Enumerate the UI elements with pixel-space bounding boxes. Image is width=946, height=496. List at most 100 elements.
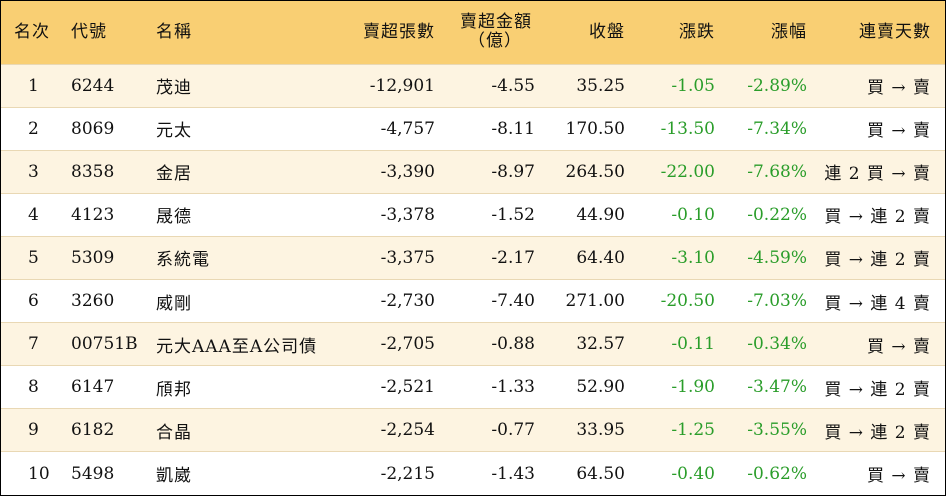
cell-lots: -2,705 bbox=[380, 334, 435, 355]
cell-change-pct: -0.62% bbox=[747, 463, 807, 484]
cell-change-pct: -7.68% bbox=[747, 161, 807, 182]
table-header-row: 名次 代號 名稱 賣超張數 賣超金額 （億） 收盤 漲跌 漲幅 連賣天數 bbox=[1, 1, 945, 64]
cell-change-pct: -4.59% bbox=[747, 247, 807, 268]
cell-change: -3.10 bbox=[671, 247, 715, 268]
cell-consecutive-days: 買 → 連 2 賣 bbox=[824, 250, 931, 271]
cell-lots: -3,390 bbox=[380, 161, 435, 182]
cell-name: 頎邦 bbox=[156, 379, 192, 400]
cell-change: -1.90 bbox=[671, 377, 715, 398]
cell-change: -1.25 bbox=[671, 420, 715, 441]
header-net-sell-amount-line2: （億） bbox=[468, 31, 522, 52]
table-row: 10 5498 凱崴 -2,215 -1.43 64.50 -0.40 -0.6… bbox=[1, 451, 945, 495]
cell-name: 金居 bbox=[156, 164, 192, 185]
cell-close: 33.95 bbox=[576, 420, 625, 441]
cell-code: 6244 bbox=[71, 75, 115, 96]
cell-close: 271.00 bbox=[565, 291, 625, 312]
header-change: 漲跌 bbox=[679, 21, 715, 42]
cell-change: -22.00 bbox=[660, 161, 715, 182]
cell-amount: -1.33 bbox=[491, 377, 535, 398]
cell-change-pct: -0.34% bbox=[747, 334, 807, 355]
cell-lots: -2,730 bbox=[380, 291, 435, 312]
cell-consecutive-days: 買 → 連 4 賣 bbox=[824, 293, 931, 314]
cell-name: 晟德 bbox=[156, 207, 192, 228]
cell-change: -13.50 bbox=[660, 118, 715, 139]
cell-code: 3260 bbox=[71, 291, 115, 312]
cell-close: 64.50 bbox=[576, 463, 625, 484]
cell-code: 00751B bbox=[71, 334, 138, 355]
cell-amount: -4.55 bbox=[491, 75, 535, 96]
cell-code: 6182 bbox=[71, 420, 115, 441]
cell-lots: -2,215 bbox=[380, 463, 435, 484]
cell-amount: -7.40 bbox=[491, 291, 535, 312]
cell-amount: -8.11 bbox=[491, 118, 535, 139]
cell-lots: -4,757 bbox=[380, 118, 435, 139]
table-row: 8 6147 頎邦 -2,521 -1.33 52.90 -1.90 -3.47… bbox=[1, 365, 945, 409]
cell-lots: -12,901 bbox=[369, 75, 435, 96]
cell-rank: 5 bbox=[28, 247, 39, 268]
cell-rank: 4 bbox=[28, 204, 39, 225]
cell-code: 8358 bbox=[71, 161, 115, 182]
cell-amount: -2.17 bbox=[491, 247, 535, 268]
cell-name: 元太 bbox=[156, 121, 192, 142]
cell-consecutive-days: 買 → 賣 bbox=[866, 78, 931, 99]
cell-code: 4123 bbox=[71, 204, 115, 225]
header-name: 名稱 bbox=[156, 21, 192, 42]
cell-code: 8069 bbox=[71, 118, 115, 139]
cell-rank: 3 bbox=[28, 161, 39, 182]
cell-name: 合晶 bbox=[156, 422, 192, 443]
cell-consecutive-days: 買 → 連 2 賣 bbox=[824, 422, 931, 443]
header-rank: 名次 bbox=[14, 21, 50, 42]
cell-close: 170.50 bbox=[565, 118, 625, 139]
cell-code: 6147 bbox=[71, 377, 115, 398]
cell-change: -20.50 bbox=[660, 291, 715, 312]
cell-close: 64.40 bbox=[576, 247, 625, 268]
table-row: 6 3260 威剛 -2,730 -7.40 271.00 -20.50 -7.… bbox=[1, 279, 945, 323]
table-row: 9 6182 合晶 -2,254 -0.77 33.95 -1.25 -3.55… bbox=[1, 408, 945, 452]
cell-change: -0.10 bbox=[671, 204, 715, 225]
header-net-sell-lots: 賣超張數 bbox=[363, 21, 435, 42]
table-row: 3 8358 金居 -3,390 -8.97 264.50 -22.00 -7.… bbox=[1, 150, 945, 194]
cell-change-pct: -3.55% bbox=[747, 420, 807, 441]
cell-code: 5498 bbox=[71, 463, 115, 484]
header-consecutive-days: 連賣天數 bbox=[859, 21, 931, 42]
table-row: 7 00751B 元大AAA至A公司債 -2,705 -0.88 32.57 -… bbox=[1, 322, 945, 366]
cell-lots: -2,521 bbox=[380, 377, 435, 398]
cell-consecutive-days: 連 2 買 → 賣 bbox=[824, 164, 931, 185]
cell-code: 5309 bbox=[71, 247, 115, 268]
cell-close: 32.57 bbox=[576, 334, 625, 355]
cell-amount: -8.97 bbox=[491, 161, 535, 182]
cell-rank: 8 bbox=[28, 377, 39, 398]
cell-consecutive-days: 買 → 連 2 賣 bbox=[824, 379, 931, 400]
table-row: 4 4123 晟德 -3,378 -1.52 44.90 -0.10 -0.22… bbox=[1, 193, 945, 237]
cell-rank: 2 bbox=[28, 118, 39, 139]
table-row: 1 6244 茂迪 -12,901 -4.55 35.25 -1.05 -2.8… bbox=[1, 64, 945, 108]
cell-name: 凱崴 bbox=[156, 466, 192, 487]
cell-consecutive-days: 買 → 賣 bbox=[866, 121, 931, 142]
cell-consecutive-days: 買 → 連 2 賣 bbox=[824, 207, 931, 228]
cell-change-pct: -2.89% bbox=[747, 75, 807, 96]
cell-name: 威剛 bbox=[156, 293, 192, 314]
table-row: 2 8069 元太 -4,757 -8.11 170.50 -13.50 -7.… bbox=[1, 107, 945, 151]
cell-close: 264.50 bbox=[565, 161, 625, 182]
header-code: 代號 bbox=[71, 21, 107, 42]
cell-change: -0.11 bbox=[671, 334, 715, 355]
cell-change: -1.05 bbox=[671, 75, 715, 96]
cell-amount: -1.52 bbox=[491, 204, 535, 225]
header-net-sell-amount-line1: 賣超金額 bbox=[460, 12, 532, 33]
cell-change-pct: -7.03% bbox=[747, 291, 807, 312]
cell-rank: 9 bbox=[28, 420, 39, 441]
cell-close: 52.90 bbox=[576, 377, 625, 398]
cell-rank: 10 bbox=[28, 463, 50, 484]
cell-consecutive-days: 買 → 賣 bbox=[866, 466, 931, 487]
cell-name: 元大AAA至A公司債 bbox=[156, 336, 318, 357]
cell-lots: -3,375 bbox=[380, 247, 435, 268]
header-change-pct: 漲幅 bbox=[771, 21, 807, 42]
cell-consecutive-days: 買 → 賣 bbox=[866, 336, 931, 357]
cell-rank: 1 bbox=[28, 75, 39, 96]
cell-name: 系統電 bbox=[156, 250, 210, 271]
cell-change-pct: -3.47% bbox=[747, 377, 807, 398]
cell-close: 44.90 bbox=[576, 204, 625, 225]
cell-amount: -1.43 bbox=[491, 463, 535, 484]
cell-close: 35.25 bbox=[576, 75, 625, 96]
